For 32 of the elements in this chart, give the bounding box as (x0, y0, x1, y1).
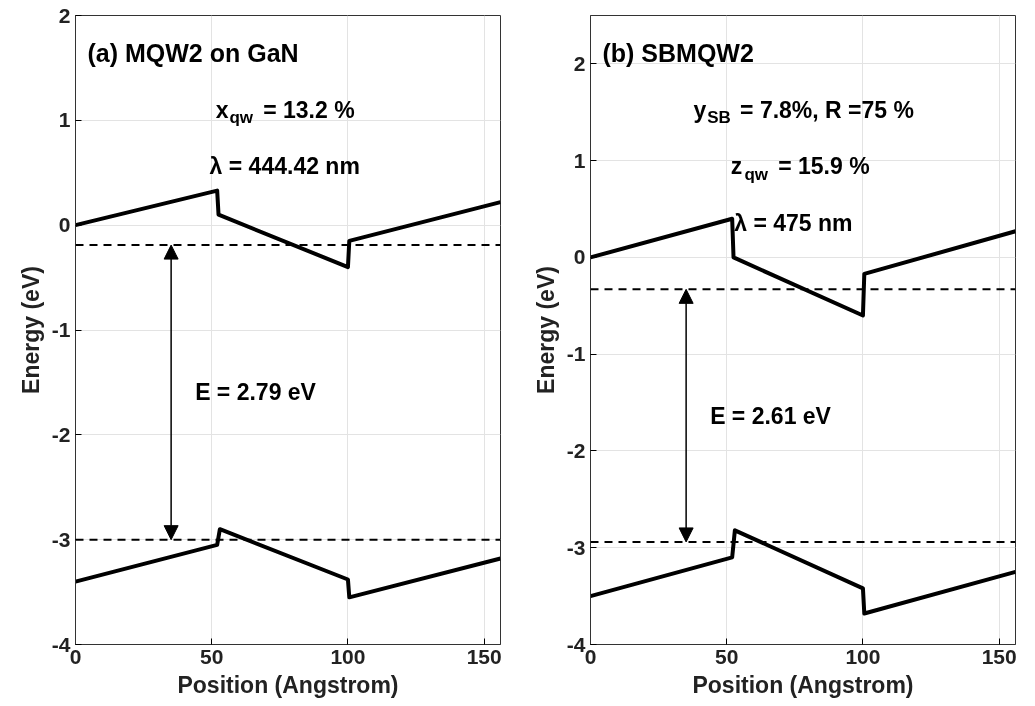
x-axis-title: Position (Angstrom) (692, 671, 914, 698)
x-tick-label: 100 (845, 644, 881, 668)
x-tick-label: 150 (466, 644, 502, 668)
y-tick-label: 2 (58, 3, 71, 27)
annotation: λ = 444.42 nm (209, 153, 360, 180)
text: (a) MQW2 on GaN (87, 39, 299, 68)
y-tick-label: 0 (573, 245, 586, 269)
annotation: E = 2.61 eV (710, 402, 832, 429)
line-series (75, 527, 501, 600)
y-tick-label: -1 (51, 318, 71, 341)
y-axis-title: Energy (eV) (17, 266, 44, 394)
annotation: λ = 475 nm (734, 210, 853, 237)
line-series (590, 528, 1016, 616)
y-tick-label: 2 (573, 51, 586, 75)
text: (b) SBMQW2 (602, 39, 754, 68)
x-tick-label: 50 (715, 644, 739, 668)
y-tick-label: 0 (58, 213, 71, 237)
y-tick-label: -4 (566, 632, 586, 656)
y-tick-label: -2 (51, 422, 71, 446)
y-tick-label: -3 (51, 527, 71, 551)
y-tick-label: 1 (573, 148, 586, 172)
y-tick-label: 1 (58, 108, 71, 132)
y-tick-label: -4 (51, 632, 71, 656)
x-tick-label: 100 (330, 644, 366, 668)
x-tick-label: 150 (981, 644, 1017, 668)
y-axis-title: Energy (eV) (532, 266, 559, 394)
y-tick-label: -1 (566, 342, 586, 366)
annotation: E = 2.79 eV (195, 379, 317, 406)
y-tick-label: -3 (566, 535, 586, 559)
x-axis-title: Position (Angstrom) (177, 671, 399, 698)
y-tick-label: -2 (566, 438, 586, 462)
x-tick-label: 50 (200, 644, 224, 668)
